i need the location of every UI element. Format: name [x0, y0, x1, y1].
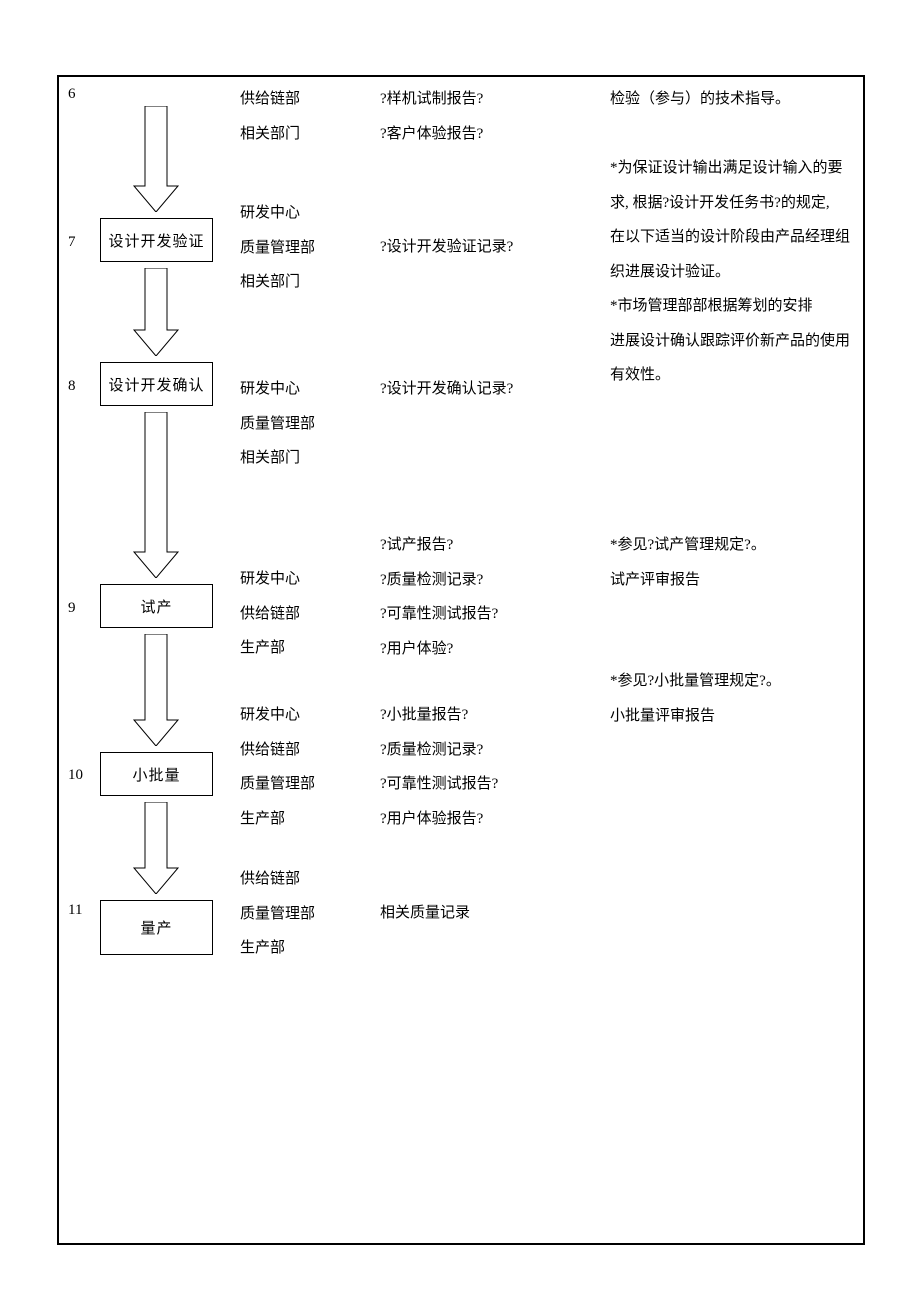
output-11: 相关质量记录 [380, 896, 470, 931]
flow-box-smallbatch: 小批量 [100, 752, 213, 796]
dept-11: 供给链部 质量管理部 生产部 [240, 862, 315, 966]
flow-box-massprod: 量产 [100, 900, 213, 955]
row-num-11: 11 [68, 902, 82, 919]
remark-10: *参见?小批量管理规定?。 小批量评审报告 [610, 664, 860, 733]
row-num-9: 9 [68, 600, 76, 617]
remark-6: 检验（参与）的技术指导。 *为保证设计输出满足设计输入的要 求, 根据?设计开发… [610, 82, 860, 393]
dept-9: 研发中心 供给链部 生产部 [240, 562, 300, 666]
row-num-6: 6 [68, 86, 76, 103]
output-8: ?设计开发确认记录? [380, 372, 513, 407]
flow-arrow-5 [132, 802, 180, 894]
row-num-8: 8 [68, 378, 76, 395]
flow-arrow-2 [132, 268, 180, 356]
output-6: ?样机试制报告? ?客户体验报告? [380, 82, 483, 151]
dept-6: 供给链部 相关部门 [240, 82, 300, 151]
flow-arrow-3 [132, 412, 180, 578]
output-10: ?小批量报告? ?质量检测记录? ?可靠性测试报告? ?用户体验报告? [380, 698, 498, 836]
output-9: ?试产报告? ?质量检测记录? ?可靠性测试报告? ?用户体验? [380, 528, 498, 666]
flow-box-verify: 设计开发验证 [100, 218, 213, 262]
dept-7: 研发中心 质量管理部 相关部门 [240, 196, 315, 300]
remark-9: *参见?试产管理规定?。 试产评审报告 [610, 528, 860, 597]
dept-10: 研发中心 供给链部 质量管理部 生产部 [240, 698, 315, 836]
flow-arrow-1 [132, 106, 180, 212]
row-num-10: 10 [68, 767, 83, 784]
flow-arrow-4 [132, 634, 180, 746]
output-7: ?设计开发验证记录? [380, 230, 513, 265]
dept-8: 研发中心 质量管理部 相关部门 [240, 372, 315, 476]
document-page: 6 7 8 9 10 11 供给链部 相关部门 研发中心 质量管理部 相关部门 … [0, 0, 920, 1302]
row-num-7: 7 [68, 234, 76, 251]
flow-box-trial: 试产 [100, 584, 213, 628]
flow-box-confirm: 设计开发确认 [100, 362, 213, 406]
